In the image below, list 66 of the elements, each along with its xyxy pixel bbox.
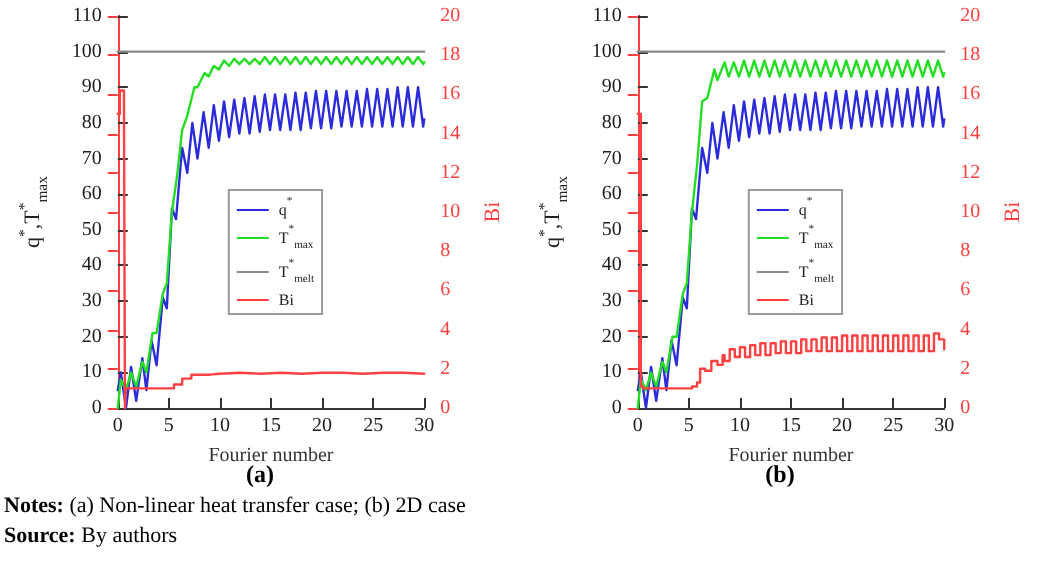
y-tick-label: 70 bbox=[81, 147, 102, 170]
y-tick-label: 0 bbox=[91, 397, 102, 419]
y2-tick-label: 10 bbox=[440, 201, 461, 223]
y-tick-label: 50 bbox=[81, 218, 102, 241]
y2-tick-label: 12 bbox=[960, 161, 981, 184]
y2-tick-label: 0 bbox=[960, 397, 971, 419]
y2-tick-label: 6 bbox=[960, 279, 971, 302]
x-tick-label: 20 bbox=[312, 415, 333, 437]
y2-tick-label: 16 bbox=[440, 83, 461, 106]
y2-tick-label: 4 bbox=[960, 318, 971, 341]
y-tick-label: 10 bbox=[81, 361, 102, 384]
y-tick-label: 100 bbox=[71, 40, 102, 63]
x-tick-label: 0 bbox=[632, 415, 643, 437]
legend-label: Bi bbox=[798, 291, 816, 309]
y-tick-label: 80 bbox=[81, 111, 102, 134]
y2-tick-label: 14 bbox=[440, 122, 461, 145]
y2-tick-label: 2 bbox=[960, 357, 971, 380]
y-tick-label: 20 bbox=[601, 325, 622, 348]
x-tick-label: 10 bbox=[729, 415, 750, 437]
y-tick-label: 50 bbox=[601, 218, 622, 241]
x-tick-label: 25 bbox=[883, 415, 904, 437]
y2-tick-label: 2 bbox=[440, 357, 451, 380]
y-tick-label: 0 bbox=[611, 397, 622, 419]
y2-tick-label: 4 bbox=[440, 318, 451, 341]
x-tick-label: 15 bbox=[261, 415, 281, 437]
y-tick-label: 30 bbox=[601, 290, 622, 313]
y2-tick-label: 6 bbox=[440, 279, 451, 302]
x-tick-label: 25 bbox=[363, 415, 384, 437]
y-tick-label: 20 bbox=[81, 325, 102, 348]
y-tick-label: 90 bbox=[601, 76, 622, 99]
y-tick-label: 40 bbox=[81, 254, 102, 277]
text: Notes: (a) Non-linear heat transfer case; (b) 2D case bbox=[4, 492, 466, 522]
y-tick-label: 110 bbox=[592, 5, 622, 27]
y-tick-label: 100 bbox=[591, 40, 622, 63]
y-tick-label: 70 bbox=[601, 147, 622, 170]
y2-tick-label: 14 bbox=[960, 122, 981, 145]
x-tick-label: 30 bbox=[414, 415, 435, 437]
y-tick-label: 60 bbox=[81, 183, 102, 206]
y2-tick-label: 16 bbox=[960, 83, 981, 106]
source-note: Source: By authors bbox=[4, 522, 180, 552]
y2-tick-label: 0 bbox=[440, 397, 451, 419]
x-tick-label: 30 bbox=[934, 415, 955, 437]
x-tick-label: 5 bbox=[683, 415, 694, 437]
y-tick-label: 40 bbox=[601, 254, 622, 277]
y-tick-label: 110 bbox=[72, 5, 102, 27]
y2-axis-title: Bi bbox=[481, 201, 505, 223]
y-tick-label: 60 bbox=[601, 183, 622, 206]
legend-label: Bi bbox=[278, 291, 296, 309]
y-tick-label: 10 bbox=[601, 361, 622, 384]
y2-tick-label: 10 bbox=[960, 201, 981, 223]
y2-tick-label: 8 bbox=[960, 240, 971, 263]
y2-axis-title: Bi bbox=[1001, 201, 1025, 223]
x-tick-label: 5 bbox=[163, 415, 174, 437]
y-tick-label: 90 bbox=[81, 76, 102, 99]
x-tick-label: 20 bbox=[832, 415, 853, 437]
x-tick-label: 10 bbox=[209, 415, 230, 437]
y2-tick-label: 12 bbox=[440, 161, 461, 184]
x-tick-label: 0 bbox=[112, 415, 123, 437]
x-tick-label: 15 bbox=[781, 415, 801, 437]
y2-tick-label: 18 bbox=[960, 44, 981, 67]
y-tick-label: 30 bbox=[81, 290, 102, 313]
y2-tick-label: 8 bbox=[440, 240, 451, 263]
y-tick-label: 80 bbox=[601, 111, 622, 134]
y2-tick-label: 20 bbox=[960, 5, 981, 27]
y2-tick-label: 20 bbox=[440, 5, 461, 27]
y2-tick-label: 18 bbox=[440, 44, 461, 67]
